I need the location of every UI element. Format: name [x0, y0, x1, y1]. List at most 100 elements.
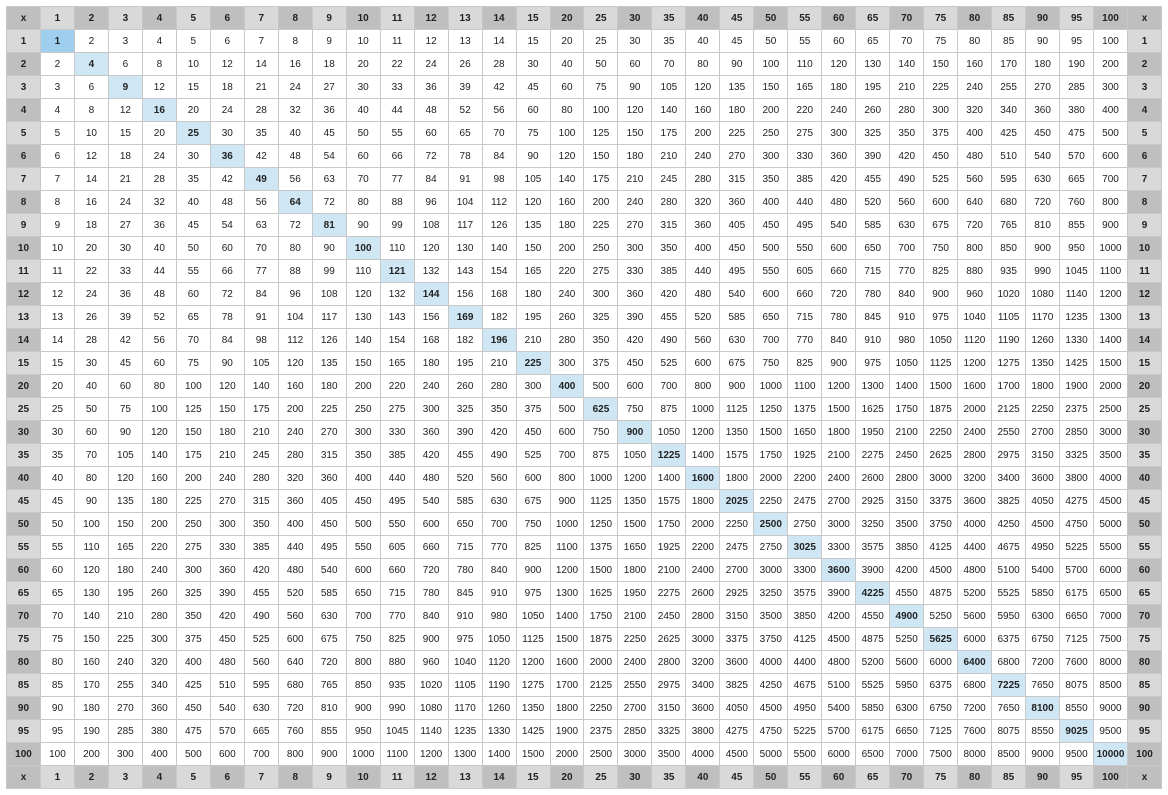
cell-3x90: 270: [1026, 76, 1060, 99]
cell-50x95: 4750: [1060, 513, 1094, 536]
cell-45x85: 3825: [992, 490, 1026, 513]
cell-40x95: 3800: [1060, 467, 1094, 490]
cell-80x1: 80: [40, 651, 74, 674]
cell-12x75: 900: [924, 283, 958, 306]
cell-70x13: 910: [448, 605, 482, 628]
cell-14x100: 1400: [1094, 329, 1128, 352]
cell-50x100: 5000: [1094, 513, 1128, 536]
cell-80x13: 1040: [448, 651, 482, 674]
cell-2x8: 16: [278, 53, 312, 76]
cell-85x25: 2125: [584, 674, 618, 697]
cell-4x45: 180: [720, 99, 754, 122]
cell-5x1: 5: [40, 122, 74, 145]
cell-90x35: 3150: [652, 697, 686, 720]
cell-50x45: 2250: [720, 513, 754, 536]
cell-40x40: 1600: [686, 467, 720, 490]
cell-50x20: 1000: [550, 513, 584, 536]
cell-5x80: 400: [958, 122, 992, 145]
cell-90x80: 7200: [958, 697, 992, 720]
cell-9x15: 135: [516, 214, 550, 237]
cell-75x7: 525: [244, 628, 278, 651]
cell-5x14: 70: [482, 122, 516, 145]
cell-6x45: 270: [720, 145, 754, 168]
header-left-2: 2: [7, 53, 41, 76]
cell-6x20: 120: [550, 145, 584, 168]
cell-1x50: 50: [754, 30, 788, 53]
cell-40x35: 1400: [652, 467, 686, 490]
cell-30x40: 1200: [686, 421, 720, 444]
cell-90x6: 540: [210, 697, 244, 720]
cell-12x1: 12: [40, 283, 74, 306]
cell-3x100: 300: [1094, 76, 1128, 99]
cell-85x9: 765: [312, 674, 346, 697]
cell-45x9: 405: [312, 490, 346, 513]
cell-55x100: 5500: [1094, 536, 1128, 559]
cell-11x13: 143: [448, 260, 482, 283]
cell-5x7: 35: [244, 122, 278, 145]
cell-8x5: 40: [176, 191, 210, 214]
cell-12x4: 48: [142, 283, 176, 306]
cell-45x75: 3375: [924, 490, 958, 513]
header-right-50: 50: [1127, 513, 1161, 536]
cell-75x6: 450: [210, 628, 244, 651]
cell-11x9: 99: [312, 260, 346, 283]
cell-70x5: 350: [176, 605, 210, 628]
cell-80x4: 320: [142, 651, 176, 674]
cell-10x45: 450: [720, 237, 754, 260]
cell-100x70: 7000: [890, 743, 924, 766]
cell-70x90: 6300: [1026, 605, 1060, 628]
cell-95x1: 95: [40, 720, 74, 743]
header-top-100: 100: [1094, 766, 1128, 789]
cell-35x12: 420: [414, 444, 448, 467]
header-top-60: 60: [822, 7, 856, 30]
cell-9x14: 126: [482, 214, 516, 237]
cell-70x9: 630: [312, 605, 346, 628]
cell-100x1: 100: [40, 743, 74, 766]
header-left-5: 5: [7, 122, 41, 145]
cell-45x5: 225: [176, 490, 210, 513]
cell-80x85: 6800: [992, 651, 1026, 674]
cell-6x6: 36: [210, 145, 244, 168]
header-left-80: 80: [7, 651, 41, 674]
header-left-90: 90: [7, 697, 41, 720]
header-top-20: 20: [550, 766, 584, 789]
cell-100x25: 2500: [584, 743, 618, 766]
cell-10x3: 30: [108, 237, 142, 260]
header-right-6: 6: [1127, 145, 1161, 168]
cell-13x60: 780: [822, 306, 856, 329]
cell-20x50: 1000: [754, 375, 788, 398]
header-left-30: 30: [7, 421, 41, 444]
cell-6x35: 210: [652, 145, 686, 168]
header-left-100: 100: [7, 743, 41, 766]
cell-4x40: 160: [686, 99, 720, 122]
cell-12x30: 360: [618, 283, 652, 306]
header-top-55: 55: [788, 7, 822, 30]
cell-2x11: 22: [380, 53, 414, 76]
cell-60x5: 300: [176, 559, 210, 582]
cell-12x55: 660: [788, 283, 822, 306]
cell-25x65: 1625: [856, 398, 890, 421]
cell-3x40: 120: [686, 76, 720, 99]
cell-10x11: 110: [380, 237, 414, 260]
cell-13x55: 715: [788, 306, 822, 329]
cell-11x95: 1045: [1060, 260, 1094, 283]
cell-80x20: 1600: [550, 651, 584, 674]
cell-80x75: 6000: [924, 651, 958, 674]
cell-14x55: 770: [788, 329, 822, 352]
cell-20x4: 80: [142, 375, 176, 398]
cell-2x45: 90: [720, 53, 754, 76]
cell-25x2: 50: [74, 398, 108, 421]
cell-65x5: 325: [176, 582, 210, 605]
cell-45x50: 2250: [754, 490, 788, 513]
cell-45x14: 630: [482, 490, 516, 513]
cell-75x95: 7125: [1060, 628, 1094, 651]
cell-11x1: 11: [40, 260, 74, 283]
cell-95x95: 9025: [1060, 720, 1094, 743]
header-top-75: 75: [924, 766, 958, 789]
cell-55x4: 220: [142, 536, 176, 559]
cell-60x60: 3600: [822, 559, 856, 582]
header-left-25: 25: [7, 398, 41, 421]
cell-14x75: 1050: [924, 329, 958, 352]
cell-50x4: 200: [142, 513, 176, 536]
cell-6x8: 48: [278, 145, 312, 168]
